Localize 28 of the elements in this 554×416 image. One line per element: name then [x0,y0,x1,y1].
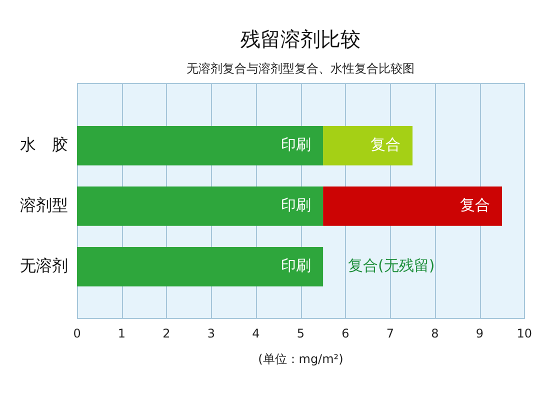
y-tick-label: 无溶剂 [20,256,68,275]
x-tick-label: 4 [252,326,260,340]
y-tick-label: 水 胶 [20,134,68,154]
x-axis-title: (单位：mg/m²) [258,352,344,366]
x-tick-label: 3 [207,326,216,340]
x-tick-label: 0 [73,326,81,340]
x-tick-label: 6 [342,326,350,340]
bar [77,186,324,226]
text: 印刷 [281,256,312,275]
x-tick-label: 7 [386,326,394,340]
x-tick-label: 2 [162,326,170,340]
series-label: 印刷 [281,136,312,154]
x-tick-label: 5 [296,326,305,340]
text: 印刷 [281,196,312,214]
bar [323,186,502,226]
chart-subtitle: 无溶剂复合与溶剂型复合、水性复合比较图 [186,61,415,76]
x-tick-label: 1 [118,326,126,340]
bar [323,126,413,166]
x-tick-label: 9 [476,326,484,340]
series-label: 复合 [370,136,401,154]
x-tick-label: 8 [431,326,439,340]
chart-title: 残留溶剂比较 [240,27,361,52]
bar [77,126,324,166]
annotation: 复合(无残留) [348,256,435,275]
bar [77,247,324,286]
y-tick-label: 溶剂型 [20,195,68,214]
x-tick-label: 10 [516,326,532,340]
text: 复合 [460,196,490,214]
